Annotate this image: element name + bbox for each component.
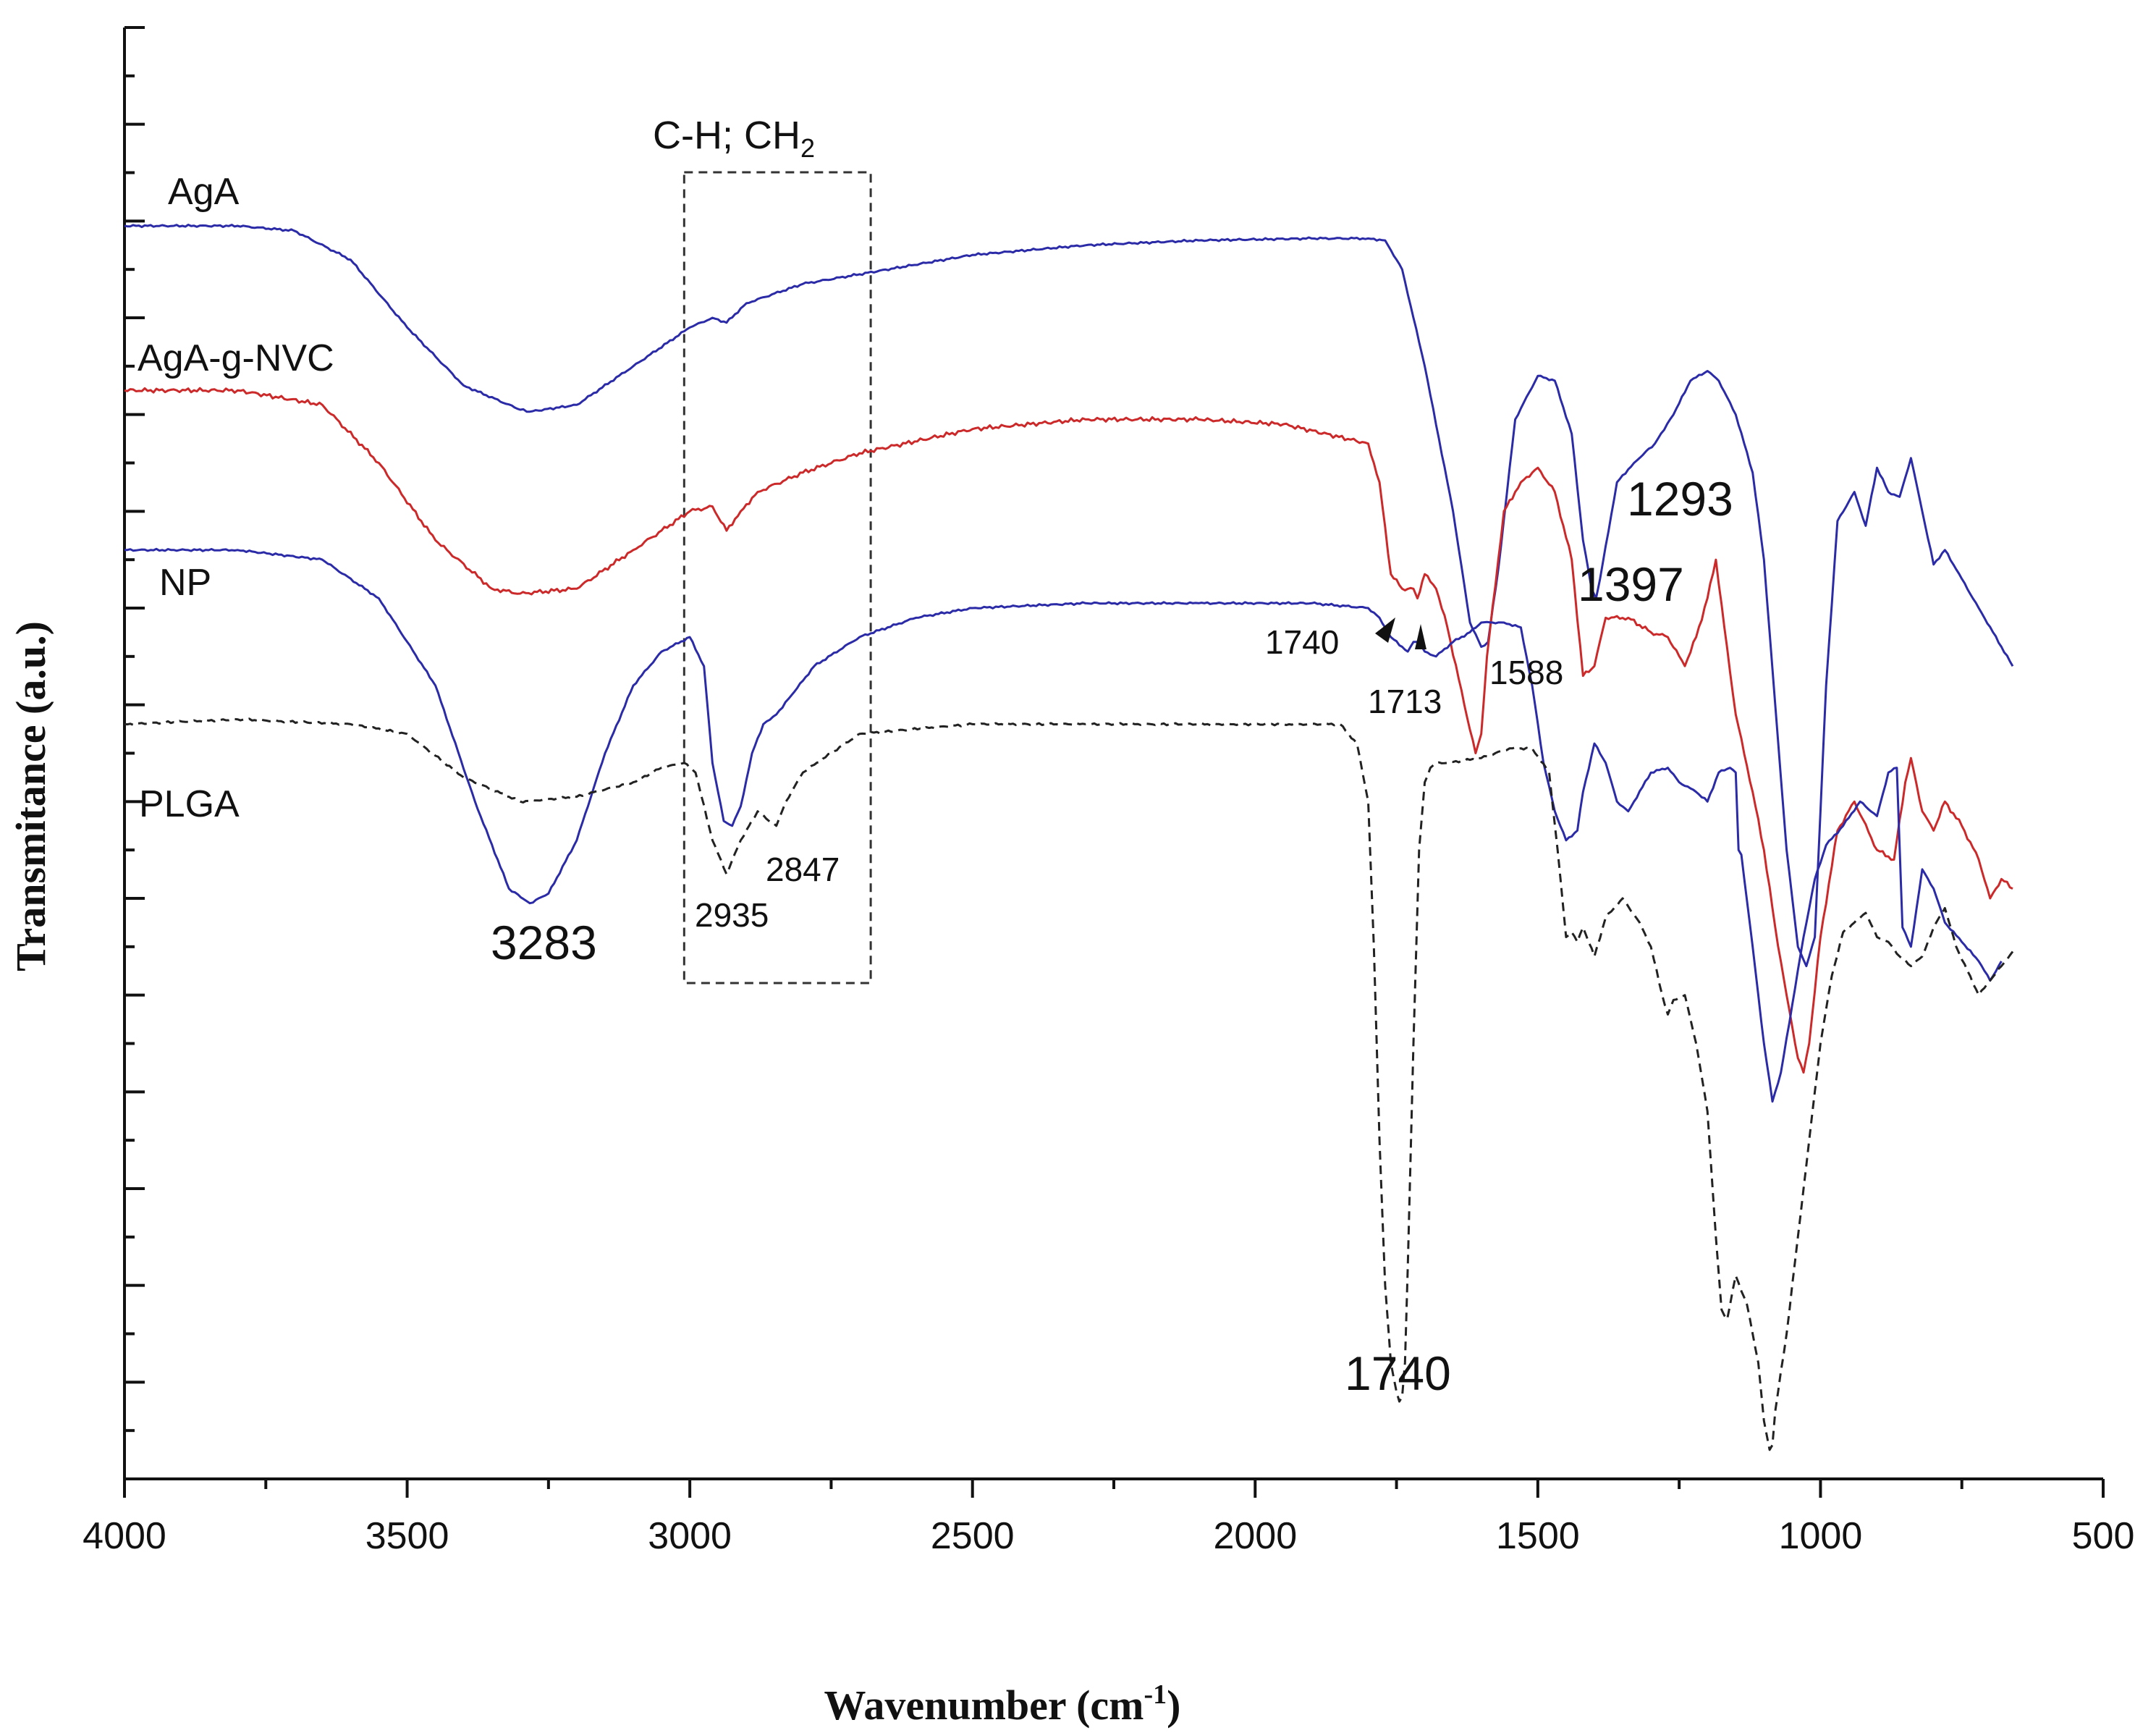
arrow-1713-icon xyxy=(1415,624,1426,649)
series-label-np: NP xyxy=(159,562,211,604)
series-line-aga xyxy=(124,224,2014,968)
series-label-plga: PLGA xyxy=(139,783,240,825)
x-axis-ticks: 4000 3500 3000 2500 2000 1500 1000 500 xyxy=(83,1479,2134,1557)
series-layer xyxy=(124,224,2014,1451)
x-tick-label: 1000 xyxy=(1779,1515,1863,1557)
series-line-np xyxy=(124,547,2003,1103)
region-title-text: C-H; CH xyxy=(653,114,800,157)
y-axis-title: Transmitance (a.u.) xyxy=(7,621,54,971)
peak-label-1397: 1397 xyxy=(1578,557,1684,611)
x-tick-label: 500 xyxy=(2072,1515,2135,1557)
peak-label-1713: 1713 xyxy=(1368,683,1442,720)
peak-label-1740-np: 1740 xyxy=(1265,623,1339,661)
peak-label-3283: 3283 xyxy=(491,916,597,969)
ch-region-box xyxy=(682,171,872,984)
x-axis-title: Wavenumber (cm-1) xyxy=(824,1679,1181,1729)
series-line-plga xyxy=(124,717,2014,1451)
peak-label-1293: 1293 xyxy=(1627,472,1733,526)
series-label-aga-g-nvc: AgA-g-NVC xyxy=(138,337,334,379)
axes xyxy=(123,28,2103,1480)
ch-region-title: C-H; CH2 xyxy=(653,114,815,163)
x-axis-title-main: Wavenumber (cm xyxy=(824,1682,1144,1729)
peak-label-1588: 1588 xyxy=(1489,654,1563,691)
x-tick-label: 2000 xyxy=(1213,1515,1297,1557)
x-tick-label: 2500 xyxy=(931,1515,1015,1557)
x-tick-label: 3000 xyxy=(648,1515,732,1557)
x-axis-title-superscript: -1 xyxy=(1143,1679,1167,1710)
x-tick-label: 1500 xyxy=(1496,1515,1580,1557)
region-title-subscript: 2 xyxy=(800,133,815,163)
series-label-aga: AgA xyxy=(168,171,240,213)
y-axis-ticks xyxy=(124,26,145,1480)
arrow-1740-icon xyxy=(1375,617,1395,643)
series-line-aga-g-nvc xyxy=(124,387,2013,1074)
peak-label-2847: 2847 xyxy=(766,851,840,888)
peak-label-2935: 2935 xyxy=(695,896,769,934)
x-tick-label: 4000 xyxy=(83,1515,166,1557)
x-axis-title-end: ) xyxy=(1167,1682,1180,1729)
peak-label-1740-plga: 1740 xyxy=(1345,1346,1451,1400)
x-tick-label: 3500 xyxy=(365,1515,449,1557)
